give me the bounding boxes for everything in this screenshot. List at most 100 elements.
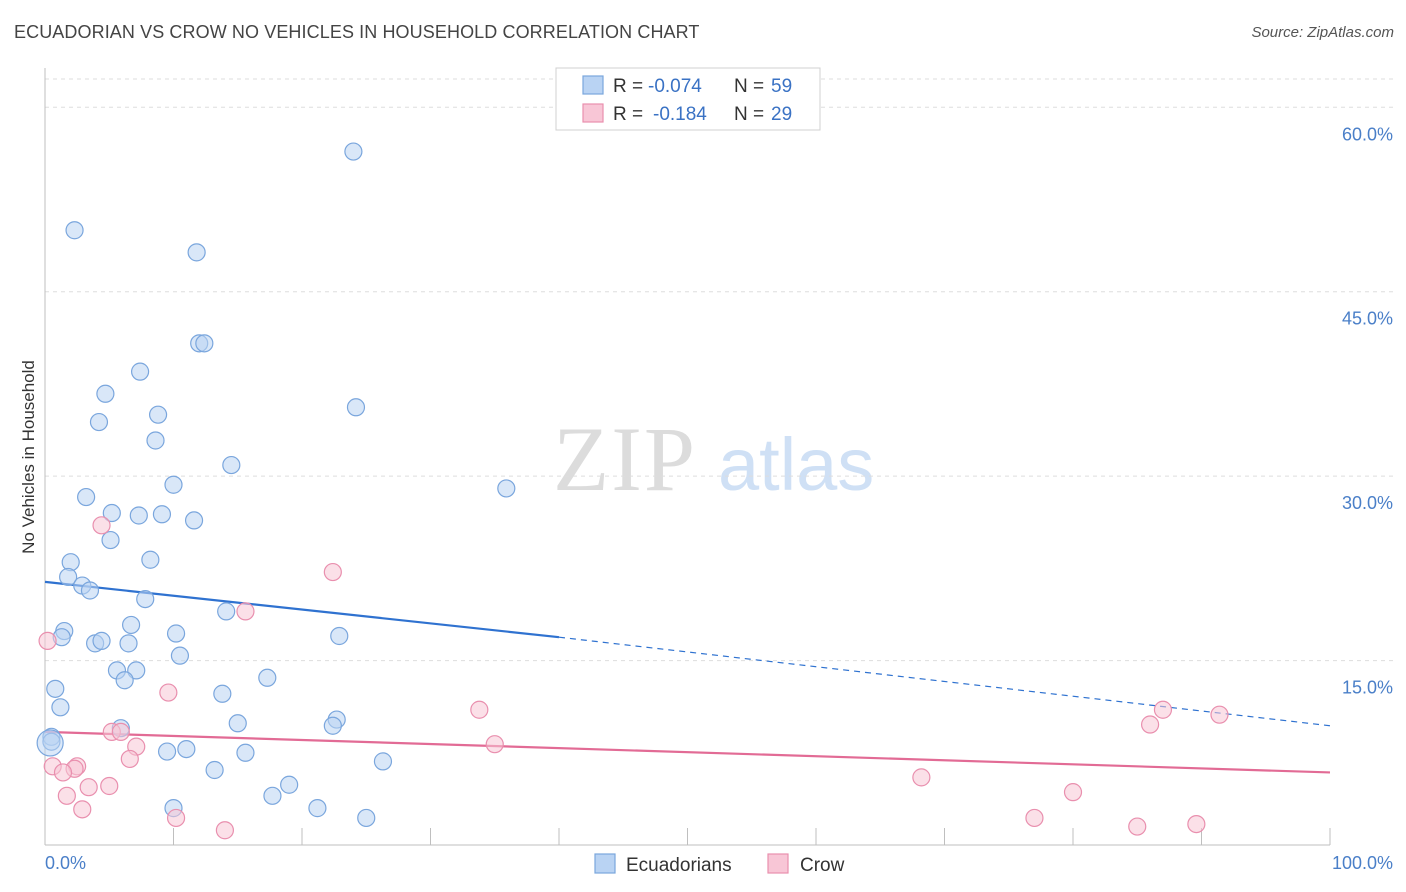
ecuadorians-point (65, 221, 84, 240)
y-tick-label: 15.0% (1342, 678, 1393, 698)
ecuadorians-point (497, 479, 516, 498)
ecuadorians-point (184, 511, 204, 530)
bottom-legend: Ecuadorians Crow (594, 853, 845, 876)
y-tick-label: 30.0% (1342, 493, 1393, 513)
crow-point (111, 722, 130, 741)
ecuadorians-point (136, 589, 155, 609)
ecuadorians-point (92, 631, 111, 650)
crow-point (1128, 817, 1147, 836)
ecuadorians-point (177, 739, 196, 759)
legend-r-value-2: -0.184 (653, 104, 707, 125)
crow-point (1140, 715, 1160, 734)
ecuadorians-point (263, 786, 282, 805)
x-tick-label: 0.0% (45, 853, 86, 873)
bottom-legend-swatch-crow (767, 853, 789, 874)
ecuadorians-point (164, 475, 183, 494)
ecuadorians-point (61, 553, 80, 572)
y-tick-label: 60.0% (1342, 124, 1393, 144)
ecuadorians-point (146, 431, 165, 450)
ecuadorians-point (127, 661, 146, 680)
ecuadorians-point (96, 384, 115, 403)
legend-swatch-crow (582, 103, 604, 123)
crow-point (120, 749, 139, 769)
ecuadorians-point (102, 503, 121, 523)
crow-point (1025, 808, 1044, 828)
ecuadorians-point (170, 646, 190, 665)
y-axis-label: No Vehicles in Household (19, 360, 38, 554)
ecuadorians-point (346, 398, 366, 417)
crow-point (53, 763, 73, 782)
ecuadorians-point (195, 334, 214, 353)
ecuadorians-point (89, 412, 109, 432)
bottom-legend-crow: Crow (800, 855, 845, 876)
crow-point (1187, 814, 1206, 834)
crow-point (73, 800, 92, 819)
ecuadorians-point (187, 243, 206, 262)
ecuadorians-point (46, 679, 65, 698)
ecuadorians-point (130, 362, 150, 381)
crow-point (1063, 783, 1083, 802)
watermark-zip: ZIP (553, 408, 697, 510)
legend-r-label-1: R = (613, 76, 643, 97)
ecuadorians-trend-extension (558, 636, 1331, 727)
crow-trend-line (44, 730, 1331, 774)
legend-n-value-1: 59 (771, 76, 792, 97)
ecuadorians-point (308, 799, 327, 818)
ecuadorians-point (280, 775, 299, 794)
ecuadorians-point (141, 550, 160, 569)
legend-n-value-2: 29 (771, 104, 792, 125)
crow-point (215, 821, 234, 840)
ecuadorians-point (77, 487, 96, 507)
crow-point (323, 562, 342, 582)
bottom-legend-swatch-ecuadorians (594, 853, 616, 874)
ecuadorians-point (148, 405, 168, 424)
chart-title: ECUADORIAN VS CROW NO VEHICLES IN HOUSEH… (14, 22, 700, 42)
ecuadorians-point (323, 716, 342, 735)
ecuadorians-point (166, 624, 186, 643)
ecuadorians-point (213, 684, 232, 703)
data-points (36, 142, 1229, 840)
legend-swatch-ecuadorians (582, 75, 604, 95)
crow-point (236, 602, 255, 621)
ecuadorians-point (344, 142, 363, 161)
ecuadorians-point (101, 530, 120, 550)
chart-source: Source: ZipAtlas.com (1251, 24, 1394, 41)
y-tick-label: 45.0% (1342, 309, 1393, 329)
legend-n-label-2: N = (734, 104, 764, 125)
ecuadorians-point (59, 567, 78, 587)
watermark-atlas: atlas (718, 423, 874, 506)
ecuadorians-point (236, 743, 255, 762)
crow-point (166, 808, 186, 828)
crow-point (1153, 700, 1173, 719)
crow-point (470, 700, 489, 719)
axes: 15.0% 30.0% 45.0% 60.0% 0.0% 100.0% (44, 68, 1393, 873)
ecuadorians-trend-line (44, 580, 560, 639)
ecuadorians-point (217, 602, 236, 621)
ecuadorians-point (119, 634, 138, 653)
legend-r-value-1: -0.074 (648, 76, 702, 97)
ecuadorians-point (258, 668, 277, 687)
crow-point (79, 778, 98, 797)
crow-point (92, 516, 111, 535)
crow-point (38, 631, 57, 650)
ecuadorians-point (357, 808, 376, 828)
legend-r-label-2: R = (613, 104, 643, 125)
ecuadorians-point (115, 671, 134, 690)
ecuadorians-point (121, 615, 141, 635)
ecuadorians-point (330, 626, 349, 646)
bottom-legend-ecuadorians: Ecuadorians (626, 855, 732, 876)
x-tick-label: 100.0% (1332, 853, 1393, 873)
crow-point (1210, 705, 1229, 724)
crow-point (159, 683, 178, 702)
trend-lines (44, 580, 1331, 774)
ecuadorians-point (129, 506, 148, 525)
crow-point (100, 776, 119, 796)
ecuadorians-point (157, 742, 177, 761)
legend-n-label-1: N = (734, 76, 764, 97)
ecuadorians-point (373, 752, 393, 771)
legend: R = -0.074 N = 59 R = -0.184 N = 29 (555, 67, 821, 131)
ecuadorians-point (222, 455, 241, 475)
crow-point (912, 768, 931, 787)
ecuadorians-point (51, 698, 70, 717)
